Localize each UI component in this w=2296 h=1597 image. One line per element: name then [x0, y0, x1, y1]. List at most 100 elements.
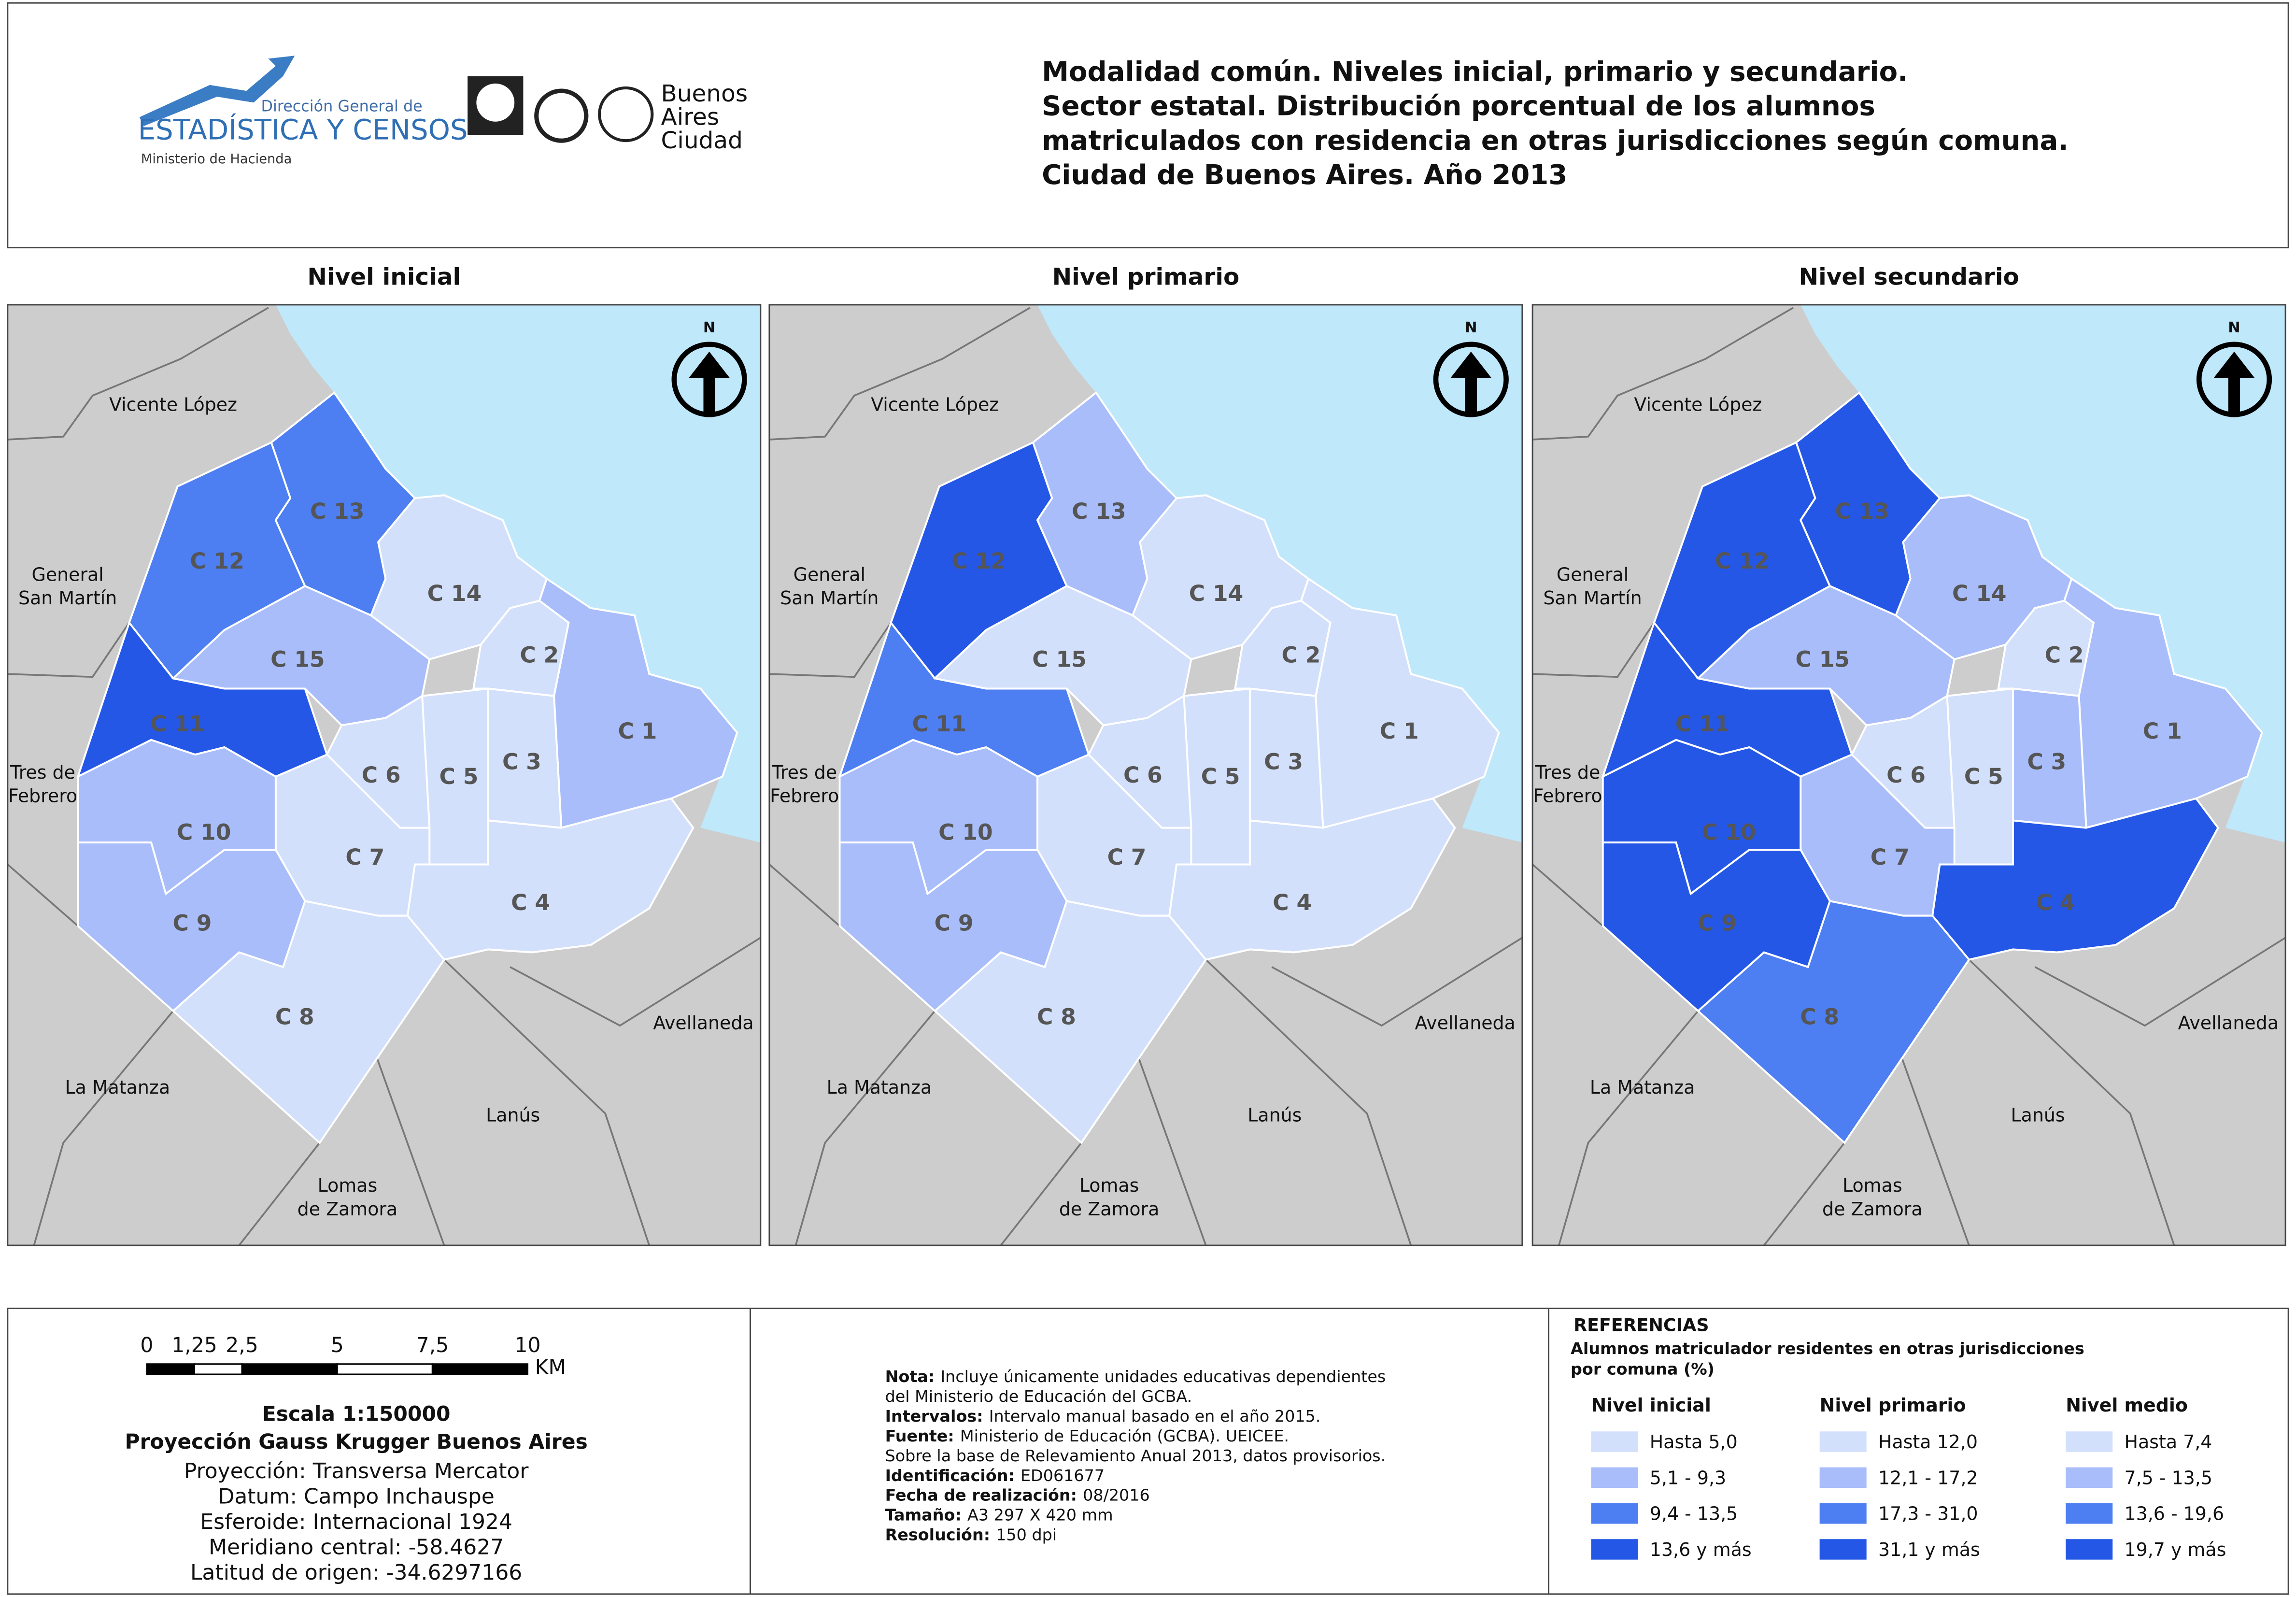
- map-body: [7, 304, 761, 1246]
- boundary: [443, 959, 650, 1246]
- neighbor-label: San Martín: [1543, 587, 1642, 609]
- logo-text: Dirección General de: [261, 97, 423, 115]
- note-label: Resolución:: [885, 1525, 991, 1544]
- comuna-label: C 1: [618, 718, 657, 744]
- note-line: del Ministerio de Educación del GCBA.: [885, 1386, 1192, 1405]
- boundary: [1763, 1142, 1845, 1246]
- legend-group-title: Nivel medio: [2066, 1395, 2188, 1416]
- comuna-label: C 8: [1037, 1004, 1076, 1029]
- legend-swatch: [2066, 1431, 2113, 1452]
- neighbor-label: Lanús: [486, 1105, 540, 1126]
- title-line: Sector estatal. Distribución porcentual …: [1042, 91, 1875, 122]
- comuna-label: C 15: [1032, 646, 1087, 672]
- legend-label: 19,7 y más: [2125, 1539, 2226, 1560]
- boundary: [1532, 307, 1794, 441]
- comuna-label: C 9: [1698, 910, 1737, 936]
- comuna-label: C 4: [2036, 890, 2075, 915]
- scale-tick-label: 2,5: [226, 1334, 258, 1357]
- boundary: [1205, 959, 1412, 1246]
- neighbor-label: Avellaneda: [2178, 1012, 2279, 1034]
- comuna-label: C 15: [1795, 646, 1850, 672]
- map-panel: C 1 C 2 C 3 C 4 C 5 C 6 C 7 C 8 C 9 C 10 C 11 C 12 C…: [7, 304, 762, 1246]
- logo-text: Ministerio de Hacienda: [141, 152, 292, 167]
- north-arrow: [2213, 351, 2255, 415]
- boundary: [7, 307, 269, 441]
- comuna-label: C 1: [2143, 718, 2182, 744]
- note-label: Fecha de realización:: [885, 1485, 1077, 1504]
- boundary: [1532, 864, 1603, 927]
- neighbor-label: Lomas: [1079, 1175, 1139, 1196]
- legend-title: REFERENCIAS: [1573, 1314, 1709, 1335]
- comuna-label: C 14: [427, 581, 482, 606]
- boundary: [1892, 1032, 1970, 1246]
- scale-tick-label: 0: [140, 1334, 153, 1357]
- map-body: [769, 304, 1522, 1246]
- comuna-label: C 5: [1201, 764, 1240, 789]
- comuna-label: C 9: [173, 910, 212, 936]
- logo-arrow: [139, 56, 295, 126]
- legend-swatch: [1819, 1539, 1867, 1560]
- neighbor-label: Vicente López: [109, 394, 237, 415]
- north-label: N: [2228, 319, 2240, 336]
- legend-swatch: [1591, 1467, 1638, 1488]
- neighbor-label: Tres de: [10, 762, 75, 783]
- legend-swatch: [2066, 1539, 2113, 1560]
- note-text: Sobre la base de Relevamiento Anual 2013…: [885, 1446, 1386, 1465]
- boundary: [367, 1032, 445, 1246]
- boundary: [1271, 937, 1522, 1027]
- river: [1037, 304, 1522, 842]
- comuna-label: C 8: [275, 1004, 314, 1029]
- comuna-label: C 2: [1282, 642, 1321, 668]
- comuna-label: C 10: [177, 819, 231, 845]
- note-text: Incluye únicamente unidades educativas d…: [940, 1367, 1386, 1386]
- boundary: [769, 622, 892, 678]
- comuna-label: C 11: [150, 711, 205, 737]
- legend-label: 9,4 - 13,5: [1650, 1503, 1738, 1525]
- legend-group-title: Nivel inicial: [1591, 1395, 1711, 1416]
- title-line: matriculados con residencia en otras jur…: [1042, 125, 2069, 157]
- neighbor-label: Avellaneda: [653, 1012, 753, 1034]
- note-text: Intervalo manual basado en el año 2015.: [989, 1406, 1321, 1425]
- city-logo: [598, 86, 654, 143]
- scale-segment: [336, 1363, 433, 1375]
- legend-label: 13,6 y más: [1650, 1539, 1752, 1560]
- neighbor-label: General: [31, 564, 103, 585]
- scale-info: Datum: Campo Inchauspe: [218, 1484, 494, 1509]
- comuna-label: C 4: [1273, 890, 1312, 915]
- map-frame: [7, 304, 762, 1246]
- panel-title: Nivel secundario: [1799, 263, 2019, 290]
- north-arrow: [1450, 351, 1492, 415]
- scale-tick-label: 7,5: [416, 1334, 449, 1357]
- neighbor-label: Tres de: [771, 762, 837, 783]
- legend-label: 7,5 - 13,5: [2125, 1467, 2212, 1488]
- boundary: [794, 1010, 936, 1246]
- neighbor-label: General: [794, 564, 865, 585]
- comuna-label: C 12: [190, 548, 244, 574]
- legend-subtitle: por comuna (%): [1571, 1359, 1715, 1378]
- boundary: [7, 622, 130, 678]
- boundary: [1129, 1032, 1207, 1246]
- neighbor-label: San Martín: [18, 587, 117, 609]
- river: [275, 304, 761, 842]
- neighbor-label: Lanús: [2011, 1105, 2065, 1126]
- footer-box: [7, 1307, 2289, 1595]
- scale-info: Esferoide: Internacional 1924: [200, 1510, 512, 1534]
- boundary: [769, 307, 1031, 441]
- city-logo-text: Aires: [661, 104, 720, 131]
- note-line: Fecha de realización: 08/2016: [885, 1485, 1150, 1504]
- neighbor-label: Vicente López: [871, 394, 999, 415]
- neighbor-label: Lomas: [1842, 1175, 1902, 1196]
- legend-label: 31,1 y más: [1878, 1539, 1980, 1560]
- comuna-label: C 8: [1800, 1004, 1839, 1029]
- neighbor-label: Febrero: [770, 785, 839, 806]
- comuna-label: C 14: [1189, 581, 1244, 606]
- scale-info: Proyección Gauss Krugger Buenos Aires: [125, 1430, 587, 1454]
- comuna: [933, 585, 1192, 727]
- comuna-label: C 9: [935, 910, 974, 936]
- note-text: Ministerio de Educación (GCBA). UEICEE.: [960, 1426, 1289, 1445]
- note-line: Identificación: ED061677: [885, 1466, 1105, 1484]
- header-box: [7, 2, 2289, 249]
- comuna-label: C 7: [1107, 844, 1147, 870]
- legend-label: Hasta 5,0: [1650, 1431, 1738, 1453]
- legend-swatch: [1819, 1431, 1867, 1452]
